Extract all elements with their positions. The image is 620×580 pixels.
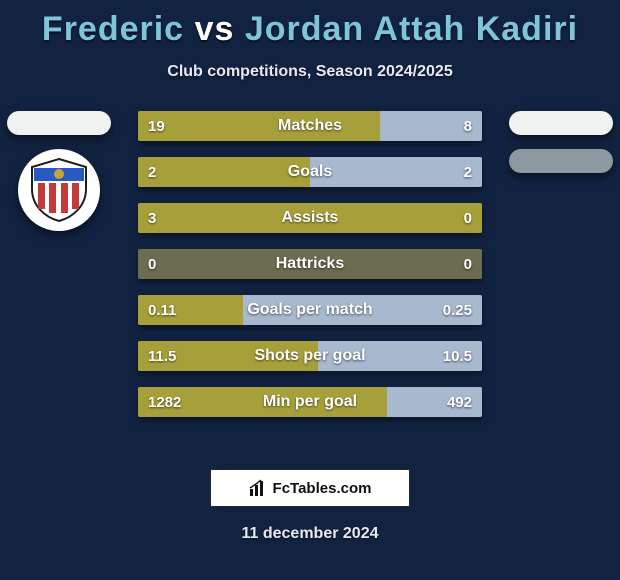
chart-icon xyxy=(249,479,267,497)
player-b-club-column xyxy=(506,111,616,173)
title-vs: vs xyxy=(195,10,235,48)
shield-icon xyxy=(24,155,94,225)
page-subtitle: Club competitions, Season 2024/2025 xyxy=(0,63,620,81)
player-b-club-pill-2 xyxy=(509,149,613,173)
infographic-date: 11 december 2024 xyxy=(0,525,620,543)
comparison-stage: Matches198 Goals22 Assists30 Hattricks0 0 Goa… xyxy=(0,111,620,441)
stat-bar-right xyxy=(318,341,482,371)
stat-bar-left xyxy=(138,111,380,141)
player-a-club-column xyxy=(4,111,114,231)
stat-bar-left xyxy=(138,157,310,187)
stat-row-hattricks: Hattricks0 0 xyxy=(138,249,482,279)
stat-bar-left xyxy=(138,203,482,233)
stat-value-right: 0 xyxy=(464,249,472,279)
stat-bar-right xyxy=(387,387,482,417)
comparison-bars: Matches198 Goals22 Assists30 Hattricks0 0 Goa… xyxy=(138,111,482,417)
player-a-club-crest xyxy=(18,149,100,231)
stat-label: Hattricks xyxy=(138,249,482,279)
player-a-club-pill xyxy=(7,111,111,135)
stat-value-left: 0 xyxy=(148,249,156,279)
stat-bar-left xyxy=(138,341,318,371)
stat-bar-right xyxy=(380,111,482,141)
player-b-club-pill-1 xyxy=(509,111,613,135)
stat-bar-right xyxy=(243,295,482,325)
stat-row-assists: Assists30 xyxy=(138,203,482,233)
stat-bar-right xyxy=(310,157,482,187)
page-title: Frederic vs Jordan Attah Kadiri xyxy=(0,0,620,49)
brand-label: FcTables.com xyxy=(273,480,372,497)
stat-row-goals: Goals22 xyxy=(138,157,482,187)
stat-row-min-per-goal: Min per goal1282492 xyxy=(138,387,482,417)
title-player-b: Jordan Attah Kadiri xyxy=(245,10,578,48)
stat-bar-left xyxy=(138,387,387,417)
stat-row-shots-per-goal: Shots per goal11.510.5 xyxy=(138,341,482,371)
stat-row-matches: Matches198 xyxy=(138,111,482,141)
stat-bar-left xyxy=(138,295,243,325)
stat-row-goals-per-match: Goals per match0.110.25 xyxy=(138,295,482,325)
title-player-a: Frederic xyxy=(42,10,184,48)
brand-watermark: FcTables.com xyxy=(210,469,410,507)
